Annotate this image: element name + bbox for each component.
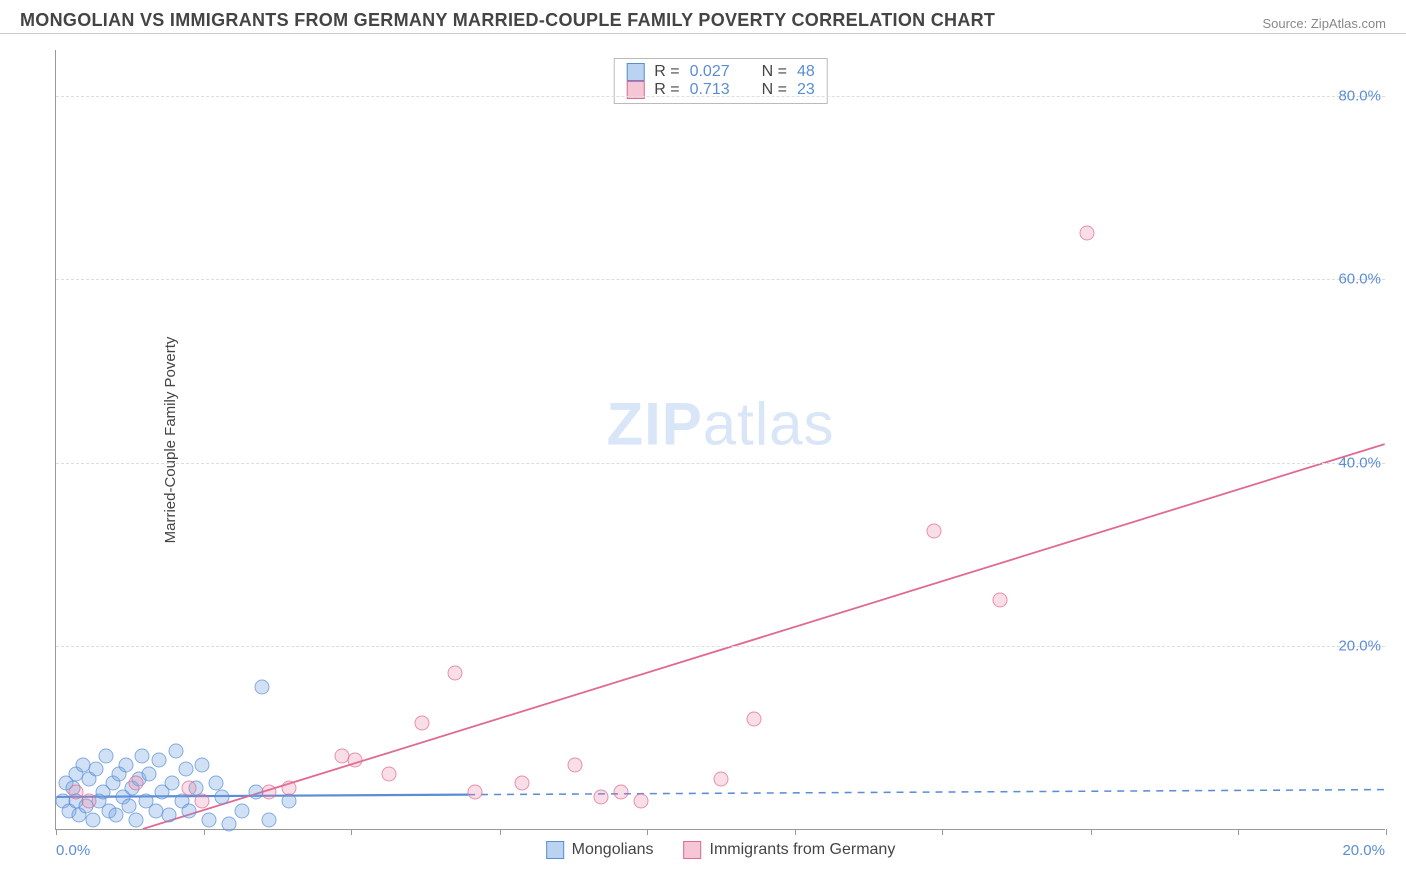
x-tick-max: 20.0% — [1342, 842, 1385, 859]
correlation-info-box: R = 0.027 N = 48 R = 0.713 N = 23 — [613, 58, 828, 104]
y-tick-label: 80.0% — [1338, 87, 1381, 104]
data-point — [182, 780, 197, 795]
x-tick — [1091, 829, 1092, 835]
n-value-a: 48 — [797, 63, 815, 81]
data-point — [215, 789, 230, 804]
r-label-a: R = — [654, 63, 679, 81]
data-point — [162, 808, 177, 823]
data-point — [467, 785, 482, 800]
gridline — [56, 96, 1385, 97]
data-point — [634, 794, 649, 809]
data-point — [1079, 225, 1094, 240]
data-point — [261, 785, 276, 800]
data-point — [261, 812, 276, 827]
legend-item-a: Mongolians — [546, 841, 654, 859]
legend-swatch-b-icon — [684, 841, 702, 859]
data-point — [221, 817, 236, 832]
data-point — [714, 771, 729, 786]
data-point — [747, 711, 762, 726]
x-tick — [795, 829, 796, 835]
data-point — [165, 776, 180, 791]
legend: Mongolians Immigrants from Germany — [546, 841, 896, 859]
data-point — [594, 789, 609, 804]
x-tick — [204, 829, 205, 835]
source-attribution: Source: ZipAtlas.com — [1262, 16, 1386, 31]
data-point — [993, 592, 1008, 607]
trend-lines-svg — [56, 50, 1385, 829]
chart-header: MONGOLIAN VS IMMIGRANTS FROM GERMANY MAR… — [0, 0, 1406, 34]
x-tick — [1386, 829, 1387, 835]
data-point — [85, 812, 100, 827]
data-point — [108, 808, 123, 823]
trend-line-solid — [143, 444, 1385, 829]
corr-row-a: R = 0.027 N = 48 — [626, 63, 815, 81]
legend-swatch-a-icon — [546, 841, 564, 859]
legend-item-b: Immigrants from Germany — [684, 841, 896, 859]
gridline — [56, 279, 1385, 280]
data-point — [182, 803, 197, 818]
watermark-light: atlas — [703, 390, 835, 457]
gridline — [56, 646, 1385, 647]
data-point — [88, 762, 103, 777]
x-tick — [647, 829, 648, 835]
data-point — [514, 776, 529, 791]
x-tick — [942, 829, 943, 835]
data-point — [381, 766, 396, 781]
data-point — [142, 766, 157, 781]
x-tick — [56, 829, 57, 835]
data-point — [235, 803, 250, 818]
data-point — [82, 794, 97, 809]
data-point — [122, 799, 137, 814]
data-point — [178, 762, 193, 777]
data-point — [255, 679, 270, 694]
data-point — [195, 757, 210, 772]
y-tick-label: 40.0% — [1338, 454, 1381, 471]
n-label-a: N = — [762, 63, 787, 81]
gridline — [56, 463, 1385, 464]
x-tick — [351, 829, 352, 835]
chart-title: MONGOLIAN VS IMMIGRANTS FROM GERMANY MAR… — [20, 10, 995, 31]
watermark: ZIPatlas — [606, 389, 834, 458]
swatch-a-icon — [626, 63, 644, 81]
data-point — [152, 753, 167, 768]
data-point — [926, 523, 941, 538]
data-point — [128, 812, 143, 827]
data-point — [98, 748, 113, 763]
data-point — [567, 757, 582, 772]
x-tick — [1238, 829, 1239, 835]
data-point — [281, 794, 296, 809]
data-point — [135, 748, 150, 763]
data-point — [348, 753, 363, 768]
data-point — [614, 785, 629, 800]
x-tick-min: 0.0% — [56, 842, 90, 859]
data-point — [414, 716, 429, 731]
chart-area: Married-Couple Family Poverty ZIPatlas R… — [55, 50, 1385, 830]
data-point — [68, 785, 83, 800]
data-point — [281, 780, 296, 795]
data-point — [118, 757, 133, 772]
scatter-plot: ZIPatlas R = 0.027 N = 48 R = 0.713 N = … — [55, 50, 1385, 830]
r-value-a: 0.027 — [690, 63, 730, 81]
watermark-bold: ZIP — [606, 390, 702, 457]
data-point — [195, 794, 210, 809]
legend-label-b: Immigrants from Germany — [710, 841, 896, 859]
data-point — [128, 776, 143, 791]
data-point — [168, 744, 183, 759]
data-point — [448, 666, 463, 681]
legend-label-a: Mongolians — [572, 841, 654, 859]
data-point — [208, 776, 223, 791]
data-point — [201, 812, 216, 827]
y-tick-label: 20.0% — [1338, 638, 1381, 655]
y-tick-label: 60.0% — [1338, 271, 1381, 288]
x-tick — [500, 829, 501, 835]
